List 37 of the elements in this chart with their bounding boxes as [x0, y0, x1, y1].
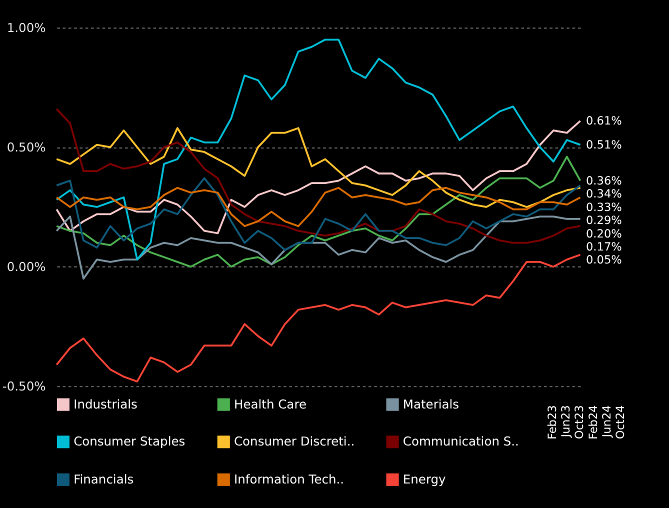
- line-series: [56, 38, 582, 260]
- line-series: [56, 254, 582, 382]
- data-label: 0.29%: [586, 213, 622, 228]
- y-tick-label: 1.00%: [6, 20, 46, 35]
- legend-label: Materials: [402, 397, 460, 412]
- line-series: [56, 216, 582, 280]
- data-label: 0.17%: [586, 239, 622, 254]
- data-label: 0.34%: [586, 186, 622, 201]
- data-label: 0.33%: [586, 200, 622, 214]
- text: Feb23: [544, 405, 559, 440]
- data-label: 0.20%: [586, 226, 622, 240]
- legend-label: Health Care: [234, 397, 306, 412]
- data-label: 0.61%: [586, 114, 622, 128]
- line-series: [56, 127, 582, 208]
- data-label: 0.05%: [586, 252, 622, 267]
- text: Oct24: [613, 405, 628, 440]
- legend-label: Communication S..: [402, 434, 519, 449]
- data-label: 0.36%: [586, 173, 622, 188]
- data-label: 0.51%: [586, 138, 622, 152]
- legend-label: Financials: [74, 472, 134, 486]
- legend-label: Information Tech..: [234, 472, 344, 486]
- text: Oct23: [572, 405, 586, 440]
- text: Jun24: [600, 405, 614, 438]
- line-series: [56, 120, 582, 234]
- y-tick-label: -0.50%: [2, 379, 46, 394]
- text: Jun23: [558, 405, 572, 438]
- text: Feb24: [586, 405, 600, 440]
- line-series: [56, 186, 582, 228]
- y-tick-label: 0.00%: [6, 260, 46, 274]
- legend-label: Consumer Discreti..: [234, 434, 355, 449]
- line-series: [56, 177, 582, 251]
- legend-label: Industrials: [74, 397, 138, 412]
- y-tick-label: 0.50%: [6, 140, 46, 154]
- line-series: [56, 156, 582, 268]
- legend-label: Energy: [402, 472, 446, 486]
- legend-label: Consumer Staples: [74, 434, 186, 449]
- line-series: [56, 108, 582, 244]
